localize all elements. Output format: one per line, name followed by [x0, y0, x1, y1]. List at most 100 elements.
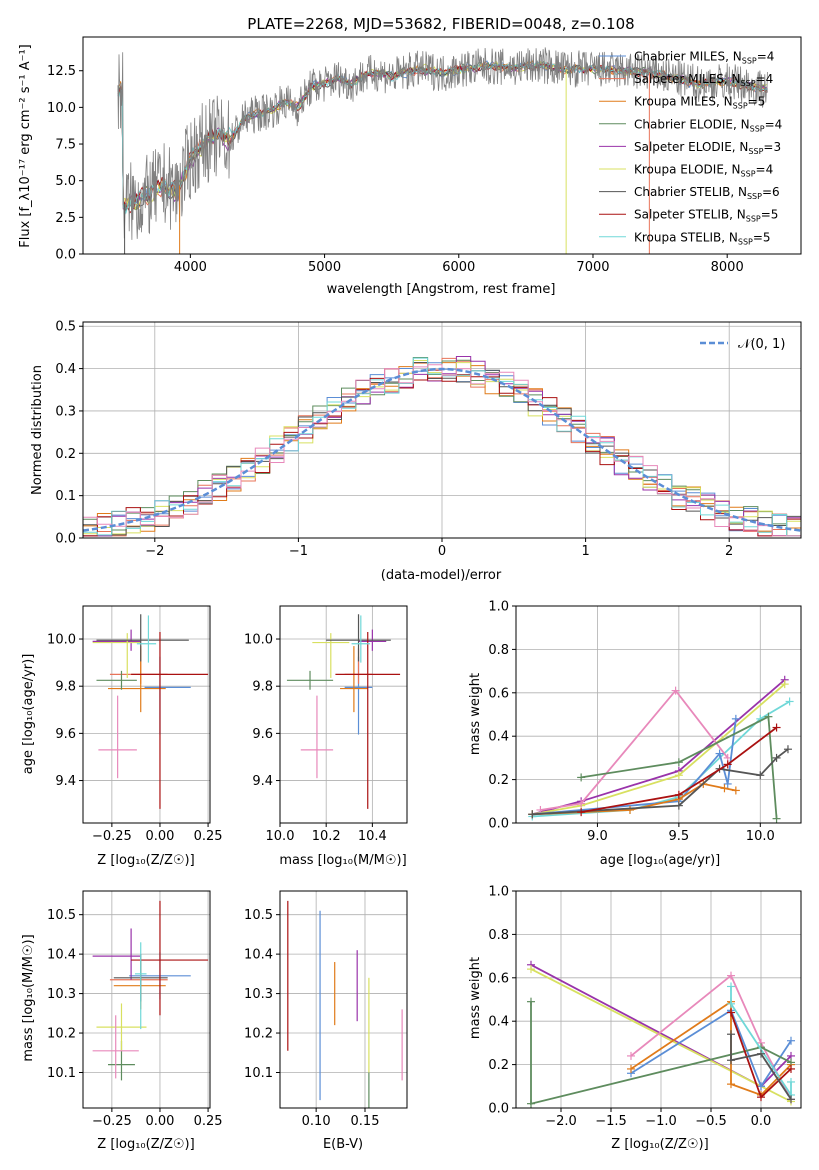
errorbar-kroupa-miles — [113, 962, 166, 1010]
mass-vs-metallicity-axes: −0.25 0.00 0.25 10.1 10.2 10.3 10.4 10.5 — [47, 891, 223, 1129]
normal-distribution-curve — [82, 367, 802, 532]
errorbar-salpeter-stelib — [131, 900, 209, 1016]
age-vs-metallicity-axes: −0.25 0.00 0.25 9.4 9.6 9.8 10.0 — [47, 606, 223, 844]
observed-spectrum-line — [117, 47, 768, 240]
mass-vs-metallicity-errorbars — [92, 900, 209, 1081]
y-tick-label: 0.4 — [488, 730, 509, 745]
legend-label-chabrier-miles: Chabrier MILES, NSSP=4 — [634, 50, 774, 66]
mass-vs-extinction-axes: 0.10 0.15 10.1 10.2 10.3 10.4 10.5 — [244, 891, 407, 1129]
errorbar-salpeter-elodie — [92, 928, 141, 980]
x-tick-label: 0.25 — [194, 829, 223, 844]
weight-line — [532, 748, 789, 816]
y-tick-label: 9.8 — [55, 680, 76, 695]
legend-label-salpeter-elodie: Salpeter ELODIE, NSSP=3 — [634, 140, 781, 156]
y-tick-label: 10.0 — [47, 633, 76, 648]
legend-label-salpeter-miles: Salpeter MILES, NSSP=4 — [634, 72, 773, 88]
x-tick-label: 8000 — [711, 260, 744, 275]
y-tick-label: 10.3 — [47, 987, 76, 1002]
y-tick-label: 5.0 — [55, 174, 76, 189]
mass-vs-metallicity-panel: −0.25 0.00 0.25 10.1 10.2 10.3 10.4 10.5 Z [log… — [21, 890, 223, 1152]
y-tick-label: 10.1 — [47, 1066, 76, 1081]
spectrum-panel: PLATE=2268, MJD=53682, FIBERID=0048, z=0… — [18, 15, 802, 297]
y-tick-label: 7.5 — [55, 138, 76, 153]
y-tick-label: 0.2 — [55, 447, 76, 462]
x-tick-label: −1.0 — [645, 1114, 677, 1129]
weight-line — [532, 679, 786, 816]
x-tick-label: −1.5 — [595, 1114, 627, 1129]
x-tick-label: 0.0 — [751, 1114, 772, 1129]
x-tick-label: 6000 — [442, 260, 475, 275]
x-tick-label: 0.25 — [194, 1114, 223, 1129]
weight-line — [530, 1001, 792, 1105]
spectrum-axes: 4000 5000 6000 7000 8000 0.0 2.5 5.0 7.5 10.0 12.5 — [47, 64, 744, 275]
x-tick-label: 4000 — [174, 260, 207, 275]
y-tick-label: 9.6 — [55, 727, 76, 742]
weight-line — [532, 718, 737, 816]
age-vs-metallicity-ylabel: age [log₁₀(age/yr)] — [21, 654, 36, 775]
x-tick-label: 10.2 — [312, 829, 341, 844]
age-vs-metallicity-xlabel: Z [log₁₀(Z/Z☉)] — [97, 853, 194, 868]
x-tick-label: −0.25 — [92, 1114, 132, 1129]
errorbar-kroupa-stelib — [134, 942, 147, 1030]
y-tick-label: 0.2 — [488, 1058, 509, 1073]
age-vs-mass-xlabel: mass [log₁₀(M/M☉)] — [279, 853, 406, 868]
y-tick-label: 9.6 — [252, 727, 273, 742]
weight-line — [730, 986, 792, 1099]
x-tick-label: 5000 — [308, 260, 341, 275]
x-tick-label: 0.10 — [302, 1114, 331, 1129]
y-tick-label: 1.0 — [488, 885, 509, 900]
legend-label-kroupa-stelib: Kroupa STELIB, NSSP=5 — [634, 230, 771, 246]
y-tick-label: 0.6 — [488, 971, 509, 986]
weight-vs-age-panel: 9.0 9.5 10.0 0.0 0.2 0.4 0.6 0.8 1.0 age [log₁₀(… — [468, 600, 802, 868]
weight-line — [580, 715, 778, 819]
residual-histograms — [82, 356, 802, 538]
errorbar-kroupa-elodie — [96, 1003, 147, 1051]
y-tick-label: 10.4 — [47, 948, 76, 963]
errorbar-salpeter-stelib — [335, 631, 401, 809]
y-tick-label: 0.4 — [55, 362, 76, 377]
spectrum-title: PLATE=2268, MJD=53682, FIBERID=0048, z=0… — [247, 15, 634, 33]
y-tick-label: 10.4 — [244, 948, 273, 963]
residual-panel: −2 −1 0 1 2 0.0 0.1 0.2 0.3 0.4 0.5 𝒩(0, 1) (data-… — [30, 320, 802, 583]
y-tick-label: 0.0 — [55, 248, 76, 263]
weight-vs-metallicity-frame — [515, 890, 802, 1109]
spectrum-xlabel: wavelength [Angstrom, rest frame] — [327, 282, 556, 297]
y-tick-label: 0.8 — [488, 643, 509, 658]
weight-line — [532, 683, 786, 816]
y-tick-label: 1.0 — [488, 600, 509, 615]
weight-line — [580, 726, 778, 813]
x-tick-label: −0.5 — [695, 1114, 727, 1129]
y-tick-label: 0.2 — [488, 773, 509, 788]
mass-vs-extinction-frame — [279, 890, 408, 1109]
weight-series-chabrier-miles — [627, 1006, 795, 1091]
weight-line — [530, 968, 792, 1103]
y-tick-label: 10.0 — [47, 101, 76, 116]
y-tick-label: 10.2 — [244, 1027, 273, 1042]
legend-label-kroupa-elodie: Kroupa ELODIE, NSSP=4 — [634, 163, 773, 179]
x-tick-label: −1 — [289, 544, 308, 559]
errorbar-chabrier-miles — [144, 656, 191, 735]
mass-vs-extinction-errorbars — [287, 900, 403, 1108]
y-tick-label: 0.3 — [55, 404, 76, 419]
errorbar-pink — [98, 695, 137, 779]
weight-line — [540, 689, 729, 811]
errorbar-pink — [92, 1015, 139, 1079]
residual-step-pink — [82, 364, 801, 538]
weight-vs-age-lines — [528, 675, 794, 823]
weight-vs-metallicity-lines — [527, 960, 795, 1108]
residual-ylabel: Normed distribution — [30, 365, 45, 495]
weight-series-chabrier-elodie — [577, 712, 781, 823]
y-tick-label: 10.5 — [47, 908, 76, 923]
age-vs-metallicity-errorbars — [92, 614, 209, 809]
y-tick-label: 0.6 — [488, 686, 509, 701]
x-tick-label: 1 — [581, 544, 589, 559]
age-vs-mass-panel: 10.0 10.2 10.4 9.4 9.6 9.8 10.0 mass [log₁₀(M/… — [244, 605, 408, 868]
y-tick-label: 2.5 — [55, 211, 76, 226]
errorbar-kroupa-stelib — [136, 615, 157, 663]
residual-xlabel: (data-model)/error — [381, 568, 502, 583]
y-tick-label: 0.4 — [488, 1015, 509, 1030]
weight-vs-age-frame — [515, 605, 802, 824]
y-tick-label: 0.1 — [55, 489, 76, 504]
weight-series-salpeter-stelib — [577, 723, 781, 817]
x-tick-label: 10.0 — [266, 829, 295, 844]
